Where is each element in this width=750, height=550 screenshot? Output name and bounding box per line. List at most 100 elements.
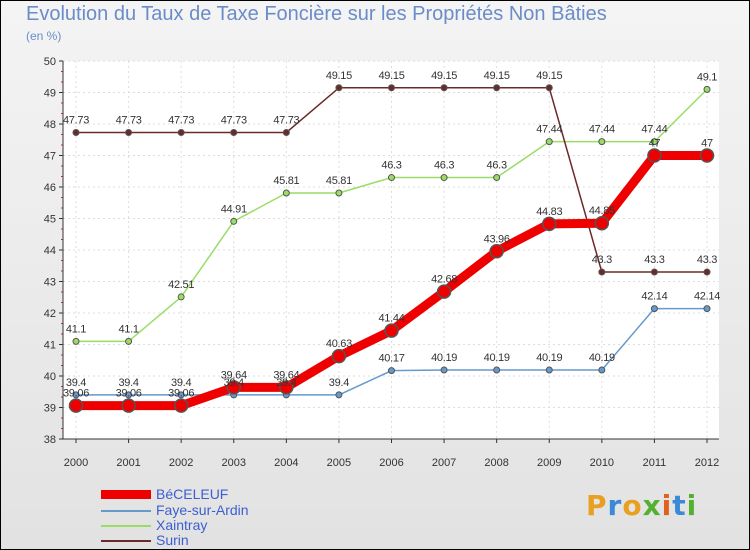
logo-letter: o bbox=[622, 489, 643, 522]
data-label-surin-2000: 47.73 bbox=[63, 115, 89, 127]
logo-letter: i bbox=[686, 489, 698, 522]
data-label-b-celeuf-2001: 39.06 bbox=[116, 388, 142, 400]
x-tick-label-2000: 2000 bbox=[64, 457, 88, 469]
data-label-faye-sur-ardin-2008: 40.19 bbox=[484, 352, 510, 364]
data-label-surin-2012: 43.3 bbox=[697, 254, 717, 266]
y-tick-label-48: 48 bbox=[44, 119, 56, 131]
data-point-faye-sur-ardin-2007 bbox=[440, 366, 448, 374]
axes bbox=[59, 60, 719, 443]
data-point-xaintray-2010 bbox=[598, 138, 606, 146]
data-label-b-celeuf-2003: 39.64 bbox=[221, 369, 247, 381]
data-label-b-celeuf-2004: 39.64 bbox=[273, 369, 299, 381]
data-label-faye-sur-ardin-2012: 42.14 bbox=[694, 291, 720, 303]
data-label-xaintray-2003: 44.91 bbox=[221, 203, 247, 215]
data-point-faye-sur-ardin-2006 bbox=[388, 367, 395, 375]
data-point-faye-sur-ardin-2002 bbox=[177, 391, 185, 399]
data-point-b-celeuf-2004 bbox=[279, 380, 294, 395]
data-point-surin-2002 bbox=[177, 129, 185, 137]
data-label-surin-2007: 49.15 bbox=[431, 70, 457, 82]
data-label-xaintray-2009: 47.44 bbox=[536, 124, 562, 136]
data-point-surin-2005 bbox=[335, 84, 343, 92]
data-point-xaintray-2004 bbox=[282, 189, 290, 197]
data-label-faye-sur-ardin-2011: 42.14 bbox=[641, 291, 667, 303]
data-label-surin-2010: 43.3 bbox=[592, 254, 612, 266]
data-point-xaintray-2008 bbox=[493, 174, 501, 182]
data-label-b-celeuf-2011: 47 bbox=[649, 138, 661, 150]
y-tick-label-43: 43 bbox=[44, 277, 56, 289]
x-tick-label-2002: 2002 bbox=[169, 457, 193, 469]
data-point-faye-sur-ardin-2001 bbox=[125, 391, 133, 399]
data-label-xaintray-2006: 46.3 bbox=[381, 160, 401, 172]
data-label-b-celeuf-2005: 40.63 bbox=[326, 338, 352, 350]
data-label-b-celeuf-2012: 47 bbox=[701, 138, 713, 150]
data-point-surin-2012 bbox=[703, 268, 711, 276]
data-point-xaintray-2002 bbox=[177, 293, 185, 301]
data-label-surin-2006: 49.15 bbox=[378, 70, 404, 82]
data-label-xaintray-2004: 45.81 bbox=[273, 175, 299, 187]
data-point-faye-sur-ardin-2005 bbox=[335, 391, 343, 399]
data-point-xaintray-2005 bbox=[335, 189, 343, 197]
y-tick-label-47: 47 bbox=[44, 151, 56, 163]
data-point-xaintray-2001 bbox=[125, 337, 133, 345]
data-label-faye-sur-ardin-2005: 39.4 bbox=[329, 377, 349, 389]
data-point-faye-sur-ardin-2011 bbox=[650, 305, 658, 313]
data-label-xaintray-2012: 49.1 bbox=[697, 71, 717, 83]
data-point-xaintray-2000 bbox=[72, 337, 80, 345]
data-point-b-celeuf-2009 bbox=[542, 216, 557, 232]
legend-label-xaintray: Xaintray bbox=[156, 517, 208, 533]
data-point-xaintray-2006 bbox=[388, 174, 395, 182]
data-label-surin-2005: 49.15 bbox=[326, 70, 352, 82]
data-label-surin-2004: 47.73 bbox=[273, 115, 299, 127]
data-label-xaintray-2005: 45.81 bbox=[326, 175, 352, 187]
data-label-faye-sur-ardin-2007: 40.19 bbox=[431, 352, 457, 364]
data-label-xaintray-2002: 42.51 bbox=[168, 279, 194, 291]
data-point-b-celeuf-2003 bbox=[226, 380, 241, 395]
data-label-surin-2002: 47.73 bbox=[168, 115, 194, 127]
data-point-b-celeuf-2006 bbox=[384, 323, 399, 338]
data-label-b-celeuf-2009: 44.83 bbox=[536, 206, 562, 218]
data-labels: 39.4 39.4 39.4 39.4 39.4 39.4 40.17 40.19 40.19 4… bbox=[63, 70, 721, 400]
chart-subtitle: (en %) bbox=[26, 29, 62, 43]
data-point-b-celeuf-2001 bbox=[121, 398, 136, 413]
data-point-surin-2008 bbox=[493, 84, 501, 92]
legend-label-faye-sur-ardin: Faye-sur-Ardin bbox=[156, 502, 249, 518]
data-label-b-celeuf-2006: 41.44 bbox=[378, 313, 404, 325]
data-label-b-celeuf-2000: 39.06 bbox=[63, 388, 89, 400]
data-label-faye-sur-ardin-2002: 39.4 bbox=[171, 377, 191, 389]
data-label-b-celeuf-2010: 44.85 bbox=[589, 205, 615, 217]
data-point-xaintray-2012 bbox=[703, 85, 711, 93]
data-point-faye-sur-ardin-2000 bbox=[72, 391, 80, 399]
data-point-surin-2003 bbox=[230, 129, 238, 137]
data-label-faye-sur-ardin-2000: 39.4 bbox=[66, 377, 86, 389]
data-point-faye-sur-ardin-2012 bbox=[703, 305, 711, 313]
x-tick-label-2007: 2007 bbox=[432, 457, 456, 469]
data-label-faye-sur-ardin-2010: 40.19 bbox=[589, 352, 615, 364]
y-tick-label-46: 46 bbox=[44, 182, 56, 194]
y-tick-label-50: 50 bbox=[44, 56, 56, 68]
data-point-surin-2000 bbox=[72, 129, 80, 137]
legend-swatch-faye-sur-ardin bbox=[101, 510, 151, 512]
data-point-surin-2006 bbox=[388, 84, 395, 92]
x-tick-label-2001: 2001 bbox=[116, 457, 140, 469]
logo-letter: t bbox=[672, 489, 687, 522]
data-point-xaintray-2011 bbox=[650, 138, 658, 146]
y-tick-label-40: 40 bbox=[44, 371, 56, 383]
logo-letter: x bbox=[642, 489, 662, 522]
logo-letter: P bbox=[586, 489, 608, 522]
logo-letter: r bbox=[607, 489, 623, 522]
data-point-b-celeuf-2005 bbox=[331, 348, 347, 364]
data-point-b-celeuf-2000 bbox=[68, 398, 84, 413]
x-tick-label-2012: 2012 bbox=[695, 457, 719, 469]
x-tick-label-2009: 2009 bbox=[537, 457, 561, 469]
x-tick-label-2010: 2010 bbox=[590, 457, 614, 469]
data-point-surin-2001 bbox=[125, 129, 133, 137]
data-point-surin-2004 bbox=[282, 129, 290, 137]
legend-swatch-beceleuf bbox=[101, 490, 151, 499]
x-tick-label-2006: 2006 bbox=[379, 457, 403, 469]
data-label-faye-sur-ardin-2006: 40.17 bbox=[378, 353, 404, 365]
data-label-xaintray-2010: 47.44 bbox=[589, 124, 615, 136]
y-tick-label-49: 49 bbox=[44, 88, 56, 100]
legend-label-beceleuf: BéCELEUF bbox=[156, 486, 229, 502]
y-tick-label-41: 41 bbox=[44, 340, 56, 352]
